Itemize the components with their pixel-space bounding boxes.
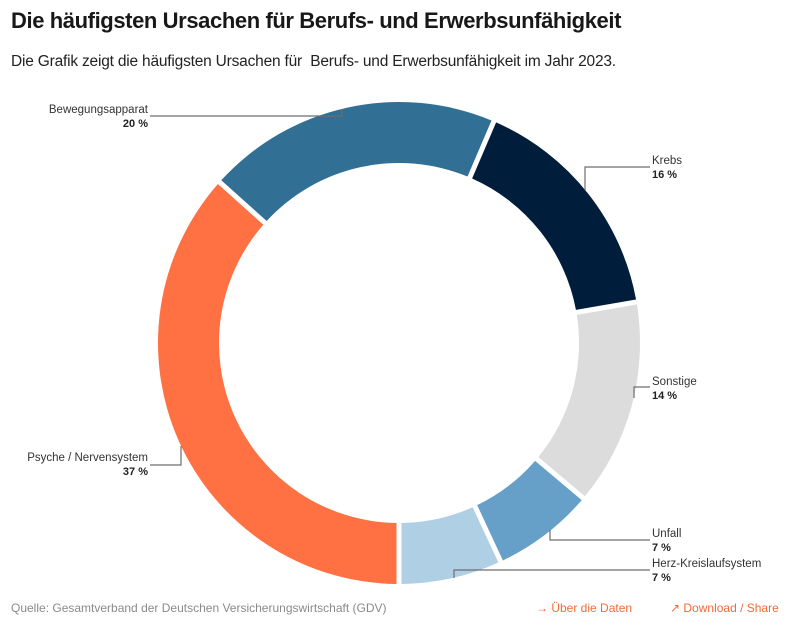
donut-slice-bewegungsapparat[interactable] bbox=[221, 102, 492, 221]
source-note: Quelle: Gesamtverband der Deutschen Vers… bbox=[11, 601, 387, 615]
slice-label-name: Krebs bbox=[652, 155, 682, 167]
slice-label-value: 20 % bbox=[123, 118, 148, 130]
slice-label-name: Bewegungsapparat bbox=[49, 104, 149, 116]
slice-label-name: Unfall bbox=[652, 528, 681, 540]
slice-label-value: 16 % bbox=[652, 169, 677, 181]
donut-slices bbox=[157, 102, 640, 584]
slice-label-name: Psyche / Nervensystem bbox=[27, 452, 148, 464]
slice-label-value: 7 % bbox=[652, 542, 671, 554]
slice-label-name: Sonstige bbox=[652, 376, 697, 388]
slice-label-value: 14 % bbox=[652, 390, 677, 402]
leader-lines bbox=[150, 109, 650, 578]
chart-footer: Quelle: Gesamtverband der Deutschen Vers… bbox=[11, 601, 789, 617]
chart-title: Die häufigsten Ursachen für Berufs- und … bbox=[11, 8, 622, 33]
donut-slice-krebs[interactable] bbox=[472, 122, 637, 310]
donut-slice-herz-kreislaufsystem[interactable] bbox=[401, 507, 499, 584]
leader-line bbox=[584, 166, 650, 190]
slice-label-value: 7 % bbox=[652, 572, 671, 584]
donut-slice-sonstige[interactable] bbox=[538, 304, 640, 497]
slice-label-value: 37 % bbox=[123, 466, 148, 478]
donut-slice-psyche-nervensystem[interactable] bbox=[157, 183, 397, 584]
download-share-link[interactable]: ↗ Download / Share bbox=[670, 601, 779, 615]
chart-subtitle: Die Grafik zeigt die häufigsten Ursachen… bbox=[11, 53, 616, 70]
donut-slice-unfall[interactable] bbox=[477, 460, 582, 561]
leader-line bbox=[549, 530, 650, 541]
leader-line bbox=[633, 386, 650, 398]
slice-label-name: Herz-Kreislaufsystem bbox=[652, 558, 761, 570]
slice-labels: Psyche / Nervensystem 37 % Bewegungsappa… bbox=[27, 104, 761, 584]
about-data-link[interactable]: → Über die Daten bbox=[536, 601, 633, 615]
leader-line bbox=[150, 446, 182, 466]
leader-line bbox=[453, 569, 650, 578]
leader-line bbox=[150, 109, 343, 117]
